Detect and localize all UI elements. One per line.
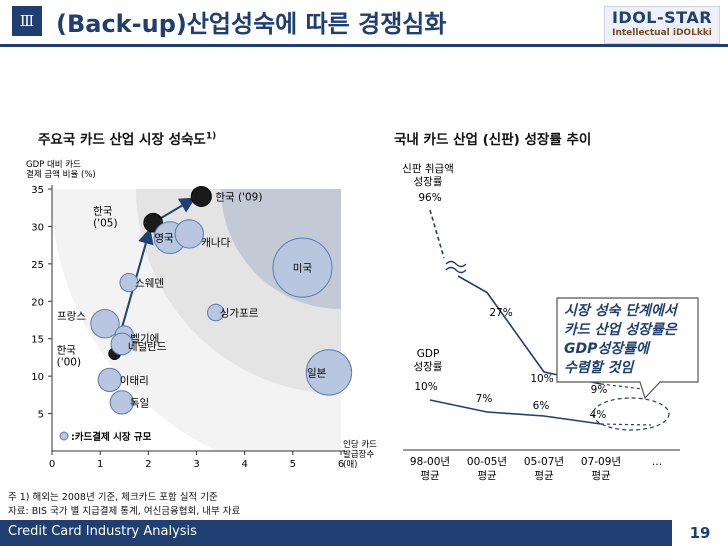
gdp-value-label: 7% <box>476 393 493 405</box>
category-label: 평균 <box>420 470 440 482</box>
right-chart-title: 국내 카드 산업 (신판) 성장률 추이 <box>394 132 592 148</box>
card-value-label: 9% <box>591 384 608 396</box>
bubble-point <box>174 219 204 249</box>
bubble-point <box>305 349 353 396</box>
callout-text: 수렴할 것임 <box>564 360 635 376</box>
card-value-label: 96% <box>418 192 441 204</box>
card-series-label: 신판 취급액 <box>402 163 454 175</box>
bubble-label: 스웨덴 <box>135 278 164 290</box>
x-tick-label: 6 <box>338 459 344 470</box>
card-growth-line-break <box>429 209 445 259</box>
bubble-label: 일본 <box>307 366 327 379</box>
card-value-label: 27% <box>489 307 512 319</box>
category-label: 05-07년 <box>524 456 564 468</box>
category-label: 00-05년 <box>467 456 507 468</box>
bubble-point <box>110 332 134 356</box>
category-label: 98-00년 <box>410 456 450 468</box>
card-series-label: 성장률 <box>414 176 443 188</box>
y-tick-label: 30 <box>31 222 44 233</box>
left-chart-title-sup: 1) <box>205 131 217 142</box>
y-tick-label: 35 <box>31 185 44 196</box>
category-label: 평균 <box>534 470 554 482</box>
x-tick-label: 1 <box>97 459 103 470</box>
bubble-label: 한국 <box>57 345 77 357</box>
callout-shape <box>556 297 699 400</box>
footer-bar: Credit Card Industry Analysis 19 <box>0 520 728 546</box>
y-tick-label: 25 <box>31 260 44 271</box>
gdp-series-label: 성장률 <box>414 361 443 373</box>
convergence-ellipse <box>592 397 670 431</box>
bubble-label: ('00) <box>57 357 81 369</box>
x-tick-label: 2 <box>145 459 151 470</box>
header-divider <box>0 44 728 47</box>
bubble-label: 싱가포르 <box>220 308 259 320</box>
left-scatter-chart: 5 10 15 20 25 30 35 0 1 2 3 4 5 6 GDP 대비 카드결제 금액 비율 (%… <box>26 160 377 470</box>
bubble-point <box>272 237 333 298</box>
bubble-label: 프랑스 <box>57 311 86 323</box>
bubble-label: 한국 ('09) <box>215 191 262 203</box>
maturity-zone-inner <box>221 189 341 309</box>
legend-bubble <box>59 431 69 441</box>
category-label: 07-09년 <box>581 456 621 468</box>
footnote-source: 자료: BIS 국가 별 지급결제 통계, 여신금융협회, 내부 자료 <box>8 506 241 517</box>
x-tick-label: 5 <box>290 459 296 470</box>
bubble-point <box>90 309 120 339</box>
card-growth-projection <box>600 383 652 391</box>
y-tick-label: 10 <box>31 372 44 383</box>
page-title: (Back-up)산업성숙에 따른 경쟁심화 <box>56 10 447 38</box>
category-label: … <box>652 456 663 468</box>
y-axis-label: GDP 대비 카드 <box>26 160 81 170</box>
footer-label: Credit Card Industry Analysis <box>8 524 197 539</box>
bubble-label: 영국 <box>154 233 174 245</box>
x-axis-label: (매) <box>343 460 357 470</box>
category-label: 평균 <box>591 470 611 482</box>
callout-text: 시장 성숙 단계에서 <box>564 303 679 319</box>
brand-logo: IDOL-STAR Intellectual iDOLkki <box>604 6 720 44</box>
bubble-label: 캐나다 <box>201 237 230 249</box>
bubble-point <box>97 367 122 393</box>
bubble-point <box>190 185 212 207</box>
y-tick-label: 15 <box>31 335 44 346</box>
left-chart-title-text: 주요국 카드 산업 시장 성숙도 <box>38 132 206 148</box>
x-axis-label: 발급장수 <box>343 449 374 460</box>
gdp-value-label: 6% <box>533 400 550 412</box>
gdp-series-label: GDP <box>417 348 440 360</box>
y-tick-label: 5 <box>38 410 44 421</box>
page-number: 19 <box>672 520 728 546</box>
y-axis-label: 결제 금액 비율 (%) <box>26 169 96 180</box>
x-axis-label: 인당 카드 <box>343 439 377 450</box>
left-chart-title: 주요국 카드 산업 시장 성숙도1) <box>38 128 217 149</box>
bubble-label: 네덜란드 <box>128 341 167 353</box>
footnote-1: 주 1) 해외는 2008년 기준, 체크카드 포함 실적 기준 <box>8 492 218 503</box>
logo-sub-text: Intellectual iDOLkki <box>612 28 712 38</box>
gdp-value-label: 4% <box>590 409 607 421</box>
bubble-label: 한국 <box>93 206 113 218</box>
bubble-label: 이태리 <box>120 375 149 387</box>
x-tick-label: 0 <box>49 459 55 470</box>
y-tick-label: 20 <box>31 297 44 308</box>
gdp-growth-projection <box>600 423 652 426</box>
category-label: 평균 <box>477 470 497 482</box>
logo-main-text: IDOL-STAR <box>611 8 713 27</box>
bubble-label: 미국 <box>293 263 313 275</box>
bubble-point <box>119 272 139 293</box>
gdp-value-label: 10% <box>414 381 437 393</box>
callout-text: GDP성장률에 <box>564 341 651 357</box>
right-line-chart: 신판 취급액성장률GDP성장률96%27%10%9%10%7%6%4%98-00… <box>402 163 699 482</box>
section-badge: Ⅲ <box>12 6 42 36</box>
card-value-label: 10% <box>530 373 553 385</box>
callout-text: 카드 산업 성장률은 <box>564 322 678 338</box>
bubble-label: ('05) <box>93 218 117 230</box>
bubble-label: 벨기에 <box>130 333 159 345</box>
axis-break-symbol <box>445 260 467 274</box>
bubble-point <box>109 390 134 415</box>
x-tick-label: 4 <box>241 459 247 470</box>
bubble-point <box>207 303 225 322</box>
x-tick-label: 3 <box>193 459 199 470</box>
legend-label: :카드결제 시장 규모 <box>71 431 152 443</box>
bubble-label: 독일 <box>130 396 149 409</box>
gdp-growth-line <box>429 399 602 425</box>
